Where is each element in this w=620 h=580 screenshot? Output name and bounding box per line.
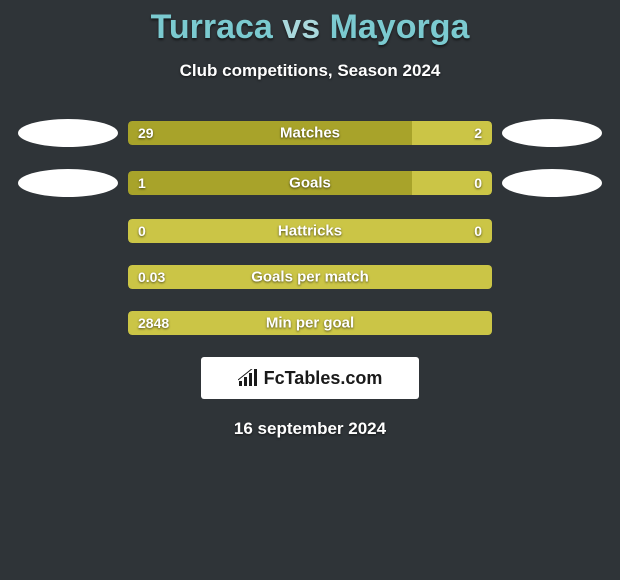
stat-row: Hattricks 0 0 [0, 219, 620, 243]
stat-bar-left-segment [128, 171, 412, 195]
stat-label: Hattricks [278, 223, 342, 240]
stat-left-value: 1 [138, 175, 146, 191]
stat-left-value: 2848 [138, 315, 169, 331]
stats-content: Matches 29 2 Goals 1 0 Hattricks 0 0 Goals per ma… [0, 119, 620, 335]
player1-marker-icon [18, 169, 118, 197]
title-vs: vs [282, 8, 320, 46]
logo-text: FcTables.com [264, 368, 383, 389]
stat-row: Matches 29 2 [0, 119, 620, 147]
stat-row: Min per goal 2848 [0, 311, 620, 335]
stat-bar: Matches 29 2 [128, 121, 492, 145]
stat-right-value: 0 [474, 223, 482, 239]
date-text: 16 september 2024 [0, 419, 620, 439]
stat-bar-left-segment [128, 121, 412, 145]
logo-chart-icon [238, 369, 260, 387]
stat-left-value: 0.03 [138, 269, 165, 285]
stat-right-value: 0 [474, 175, 482, 191]
stat-left-value: 29 [138, 125, 154, 141]
stat-right-side [492, 169, 612, 197]
title-player2: Mayorga [330, 8, 470, 46]
stat-right-side [492, 119, 612, 147]
stat-row: Goals per match 0.03 [0, 265, 620, 289]
stat-left-side [8, 169, 128, 197]
stat-left-side [8, 119, 128, 147]
stat-row: Goals 1 0 [0, 169, 620, 197]
stat-label: Matches [280, 125, 340, 142]
stat-bar: Hattricks 0 0 [128, 219, 492, 243]
stat-left-value: 0 [138, 223, 146, 239]
player2-marker-icon [502, 119, 602, 147]
player2-marker-icon [502, 169, 602, 197]
stat-right-value: 2 [474, 125, 482, 141]
title: Turraca vs Mayorga [0, 0, 620, 47]
stat-label: Goals per match [251, 269, 369, 286]
logo-inner: FcTables.com [238, 368, 383, 389]
subtitle: Club competitions, Season 2024 [0, 61, 620, 81]
stat-bar: Goals per match 0.03 [128, 265, 492, 289]
stat-bar: Min per goal 2848 [128, 311, 492, 335]
player1-marker-icon [18, 119, 118, 147]
logo-box: FcTables.com [201, 357, 419, 399]
stat-bar: Goals 1 0 [128, 171, 492, 195]
infographic-container: Turraca vs Mayorga Club competitions, Se… [0, 0, 620, 580]
stat-label: Min per goal [266, 315, 354, 332]
title-player1: Turraca [151, 8, 273, 46]
stat-label: Goals [289, 175, 331, 192]
